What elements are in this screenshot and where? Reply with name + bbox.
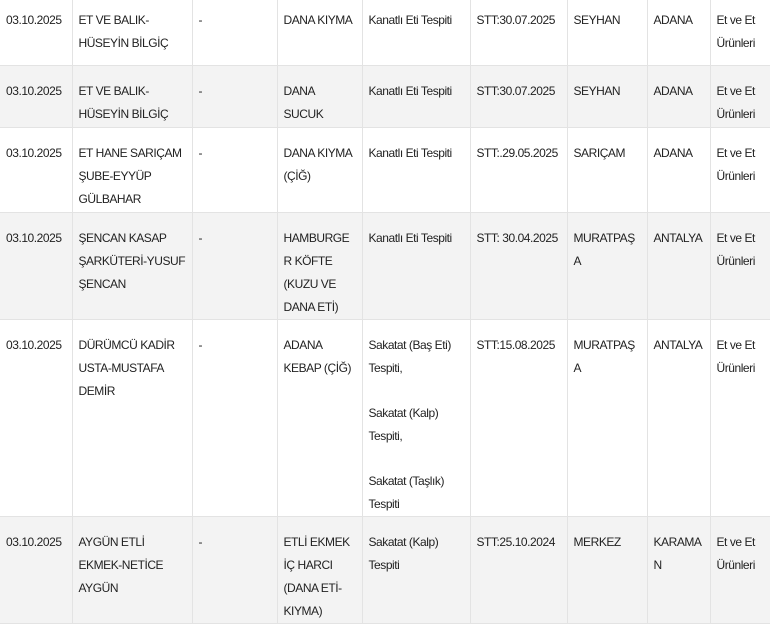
district-cell: SEYHAN xyxy=(567,65,648,128)
category-cell: Et ve Et Ürünleri xyxy=(710,65,770,128)
finding-text: Kanatlı Eti Tespiti xyxy=(368,145,453,160)
province-cell: ANTALYA xyxy=(647,212,711,320)
company-cell: ET HANE SARIÇAM ŞUBE-EYYÜP GÜLBAHAR xyxy=(72,127,193,213)
finding-cell: Kanatlı Eti Tespiti xyxy=(362,65,471,128)
date-cell: 03.10.2025 xyxy=(0,65,73,128)
category-cell: Et ve Et Ürünleri xyxy=(710,0,770,66)
table-row: 03.10.2025 AYGÜN ETLİ EKMEK-NETİCE AYGÜN -… xyxy=(0,516,770,624)
finding-text: Sakatat (Kalp) Tespiti, xyxy=(368,405,439,443)
finding-cell: Kanatlı Eti Tespiti xyxy=(362,212,471,320)
table-row: 03.10.2025 DÜRÜMCÜ KADİR USTA-MUSTAFA DEM… xyxy=(0,319,770,517)
dash-cell: - xyxy=(192,0,278,66)
company-cell: DÜRÜMCÜ KADİR USTA-MUSTAFA DEMİR xyxy=(72,319,193,517)
date-cell: 03.10.2025 xyxy=(0,319,73,517)
expiry-cell: STT: 30.04.2025 xyxy=(470,212,568,320)
expiry-cell: STT:30.07.2025 xyxy=(470,0,568,66)
category-cell: Et ve Et Ürünleri xyxy=(710,319,770,517)
finding-cell: Kanatlı Eti Tespiti xyxy=(362,0,471,66)
province-cell: ANTALYA xyxy=(647,319,711,517)
dash-cell: - xyxy=(192,212,278,320)
company-cell: AYGÜN ETLİ EKMEK-NETİCE AYGÜN xyxy=(72,516,193,624)
product-cell: HAMBURGER KÖFTE (KUZU VE DANA ETİ) xyxy=(277,212,363,320)
finding-text: Kanatlı Eti Tespiti xyxy=(368,230,453,245)
province-cell: ADANA xyxy=(647,0,711,66)
finding-cell: Sakatat (Baş Eti) Tespiti, Sakatat (Kalp)… xyxy=(362,319,471,517)
district-cell: MURATPAŞA xyxy=(567,319,648,517)
province-cell: ADANA xyxy=(647,65,711,128)
district-cell: SARIÇAM xyxy=(567,127,648,213)
finding-text: Kanatlı Eti Tespiti xyxy=(368,83,453,98)
date-cell: 03.10.2025 xyxy=(0,516,73,624)
finding-cell: Sakatat (Kalp) Tespiti xyxy=(362,516,471,624)
finding-text: Kanatlı Eti Tespiti xyxy=(368,13,453,27)
table-row: 03.10.2025 ET VE BALIK-HÜSEYİN BİLGİÇ - DAN… xyxy=(0,0,770,66)
province-cell: ADANA xyxy=(647,127,711,213)
province-cell: KARAMAN xyxy=(647,516,711,624)
table-row: 03.10.2025 ET HANE SARIÇAM ŞUBE-EYYÜP GÜL… xyxy=(0,127,770,213)
product-cell: ADANA KEBAP (ÇİĞ) xyxy=(277,319,363,517)
finding-text: Sakatat (Kalp) Tespiti xyxy=(368,534,439,572)
dash-cell: - xyxy=(192,127,278,213)
product-cell: DANA SUCUK xyxy=(277,65,363,128)
district-cell: MERKEZ xyxy=(567,516,648,624)
company-cell: ET VE BALIK-HÜSEYİN BİLGİÇ xyxy=(72,0,193,66)
category-cell: Et ve Et Ürünleri xyxy=(710,516,770,624)
expiry-cell: STT:25.10.2024 xyxy=(470,516,568,624)
finding-text: Sakatat (Baş Eti) Tespiti, xyxy=(368,337,452,375)
expiry-cell: STT:15.08.2025 xyxy=(470,319,568,517)
finding-text: Sakatat (Taşlık) Tespiti xyxy=(368,473,445,511)
product-cell: ETLİ EKMEK İÇ HARCI (DANA ETİ-KIYMA) xyxy=(277,516,363,624)
company-cell: ET VE BALIK-HÜSEYİN BİLGİÇ xyxy=(72,65,193,128)
category-cell: Et ve Et Ürünleri xyxy=(710,127,770,213)
finding-cell: Kanatlı Eti Tespiti xyxy=(362,127,471,213)
product-cell: DANA KIYMA xyxy=(277,0,363,66)
district-cell: MURATPAŞA xyxy=(567,212,648,320)
dash-cell: - xyxy=(192,65,278,128)
expiry-cell: STT:.29.05.2025 xyxy=(470,127,568,213)
expiry-cell: STT:30.07.2025 xyxy=(470,65,568,128)
dash-cell: - xyxy=(192,319,278,517)
dash-cell: - xyxy=(192,516,278,624)
product-cell: DANA KIYMA (ÇİĞ) xyxy=(277,127,363,213)
company-cell: ŞENCAN KASAP ŞARKÜTERİ-YUSUF ŞENCAN xyxy=(72,212,193,320)
table-row: 03.10.2025 ŞENCAN KASAP ŞARKÜTERİ-YUSUF Ş… xyxy=(0,212,770,320)
category-cell: Et ve Et Ürünleri xyxy=(710,212,770,320)
district-cell: SEYHAN xyxy=(567,0,648,66)
date-cell: 03.10.2025 xyxy=(0,212,73,320)
table-row: 03.10.2025 ET VE BALIK-HÜSEYİN BİLGİÇ - DAN… xyxy=(0,65,770,128)
date-cell: 03.10.2025 xyxy=(0,0,73,66)
date-cell: 03.10.2025 xyxy=(0,127,73,213)
